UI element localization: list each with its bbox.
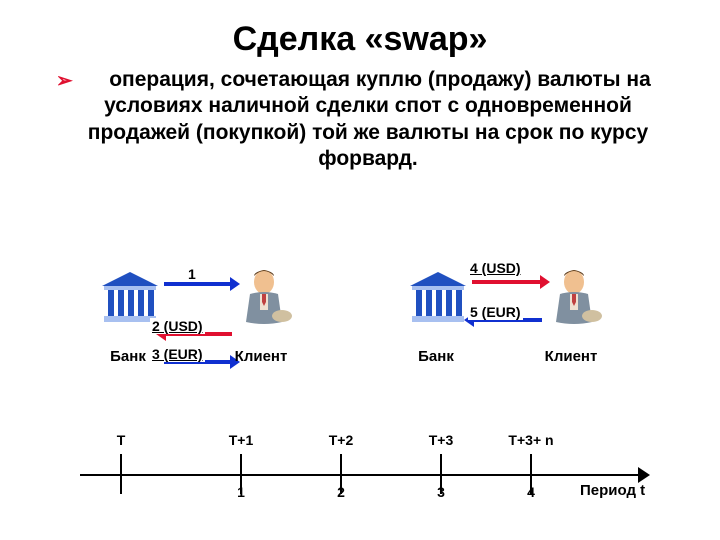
bank-label: Банк [98,348,158,365]
tick-label-top: T+3 [429,432,454,448]
timeline-arrowhead-icon [638,467,650,483]
tick-label-top: T+2 [329,432,354,448]
tick-label-top: T [117,432,126,448]
tick-label-bot: 1 [237,484,245,500]
bullet-icon: ➢ [56,69,73,94]
tick-label-bot: 2 [337,484,345,500]
swap-diagram: 1 2 (USD) 3 (EUR) 4 (USD) 5 (EUR) Банк К… [0,260,720,520]
timeline-tick [120,454,122,494]
description-block: ➢ операция, сочетающая куплю (продажу) в… [0,67,720,172]
flow-label-2: 2 (USD) [150,318,205,334]
arrow-icon [472,280,542,284]
client-icon [550,268,604,328]
flow-label-4: 4 (USD) [468,260,523,276]
timeline-axis [80,474,640,476]
flow-label-1: 1 [186,266,198,282]
tick-label-top: T+3+ n [508,432,553,448]
flow-label-5: 5 (EUR) [468,304,523,320]
bank-icon [100,270,160,324]
bank-icon [408,270,468,324]
client-icon [240,268,294,328]
arrow-icon [164,282,232,286]
flow-label-3: 3 (EUR) [150,346,205,362]
client-label: Клиент [536,348,606,365]
tick-label-top: T+1 [229,432,254,448]
client-label: Клиент [226,348,296,365]
bank-label: Банк [406,348,466,365]
description-text: операция, сочетающая куплю (продажу) вал… [56,67,680,172]
period-label: Период t [580,482,645,499]
timeline: T T+1 1 T+2 2 T+3 3 T+3+ n 4 Период t [80,450,660,500]
page-title: Сделка «swap» [0,0,720,67]
tick-label-bot: 3 [437,484,445,500]
tick-label-bot: 4 [527,484,535,500]
